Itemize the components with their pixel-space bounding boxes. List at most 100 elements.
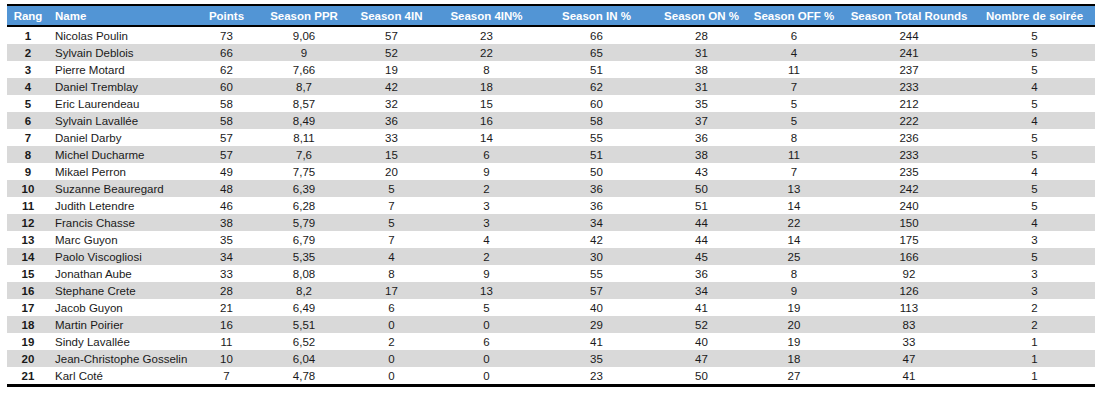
- value-cell[interactable]: 240: [844, 197, 974, 214]
- value-cell[interactable]: 30: [534, 248, 659, 265]
- value-cell[interactable]: 8,08: [264, 265, 344, 282]
- value-cell[interactable]: 41: [844, 367, 974, 386]
- value-cell[interactable]: 66: [189, 44, 264, 61]
- value-cell[interactable]: 35: [534, 350, 659, 367]
- value-cell[interactable]: 36: [344, 112, 439, 129]
- value-cell[interactable]: 4: [974, 214, 1095, 231]
- value-cell[interactable]: 3: [439, 197, 534, 214]
- value-cell[interactable]: 51: [659, 197, 744, 214]
- rank-cell[interactable]: 7: [7, 129, 49, 146]
- name-cell[interactable]: Nicolas Poulin: [49, 26, 189, 44]
- value-cell[interactable]: 9: [264, 44, 344, 61]
- value-cell[interactable]: 58: [189, 95, 264, 112]
- name-cell[interactable]: Francis Chasse: [49, 214, 189, 231]
- name-cell[interactable]: Jean-Christophe Gosselin: [49, 350, 189, 367]
- value-cell[interactable]: 235: [844, 163, 974, 180]
- value-cell[interactable]: 33: [189, 265, 264, 282]
- name-cell[interactable]: Sylvain Lavallée: [49, 112, 189, 129]
- value-cell[interactable]: 18: [744, 350, 844, 367]
- value-cell[interactable]: 55: [534, 265, 659, 282]
- name-cell[interactable]: Daniel Darby: [49, 129, 189, 146]
- value-cell[interactable]: 47: [844, 350, 974, 367]
- value-cell[interactable]: 6,04: [264, 350, 344, 367]
- value-cell[interactable]: 5: [974, 248, 1095, 265]
- value-cell[interactable]: 57: [534, 282, 659, 299]
- value-cell[interactable]: 0: [344, 350, 439, 367]
- rank-cell[interactable]: 9: [7, 163, 49, 180]
- value-cell[interactable]: 46: [189, 197, 264, 214]
- value-cell[interactable]: 242: [844, 180, 974, 197]
- column-header-name[interactable]: Name: [49, 5, 189, 26]
- column-header-season-off-pct[interactable]: Season OFF %: [744, 5, 844, 26]
- value-cell[interactable]: 4: [439, 231, 534, 248]
- value-cell[interactable]: 18: [439, 78, 534, 95]
- value-cell[interactable]: 233: [844, 146, 974, 163]
- column-header-season-total-rounds[interactable]: Season Total Rounds: [844, 5, 974, 26]
- name-cell[interactable]: Sindy Lavallée: [49, 333, 189, 350]
- value-cell[interactable]: 13: [744, 180, 844, 197]
- rank-cell[interactable]: 18: [7, 316, 49, 333]
- rank-cell[interactable]: 19: [7, 333, 49, 350]
- value-cell[interactable]: 5,51: [264, 316, 344, 333]
- value-cell[interactable]: 236: [844, 129, 974, 146]
- value-cell[interactable]: 42: [534, 231, 659, 248]
- value-cell[interactable]: 5,35: [264, 248, 344, 265]
- value-cell[interactable]: 6: [439, 146, 534, 163]
- value-cell[interactable]: 13: [439, 282, 534, 299]
- value-cell[interactable]: 237: [844, 61, 974, 78]
- rank-cell[interactable]: 5: [7, 95, 49, 112]
- value-cell[interactable]: 14: [744, 231, 844, 248]
- value-cell[interactable]: 6,39: [264, 180, 344, 197]
- value-cell[interactable]: 5,79: [264, 214, 344, 231]
- value-cell[interactable]: 58: [534, 112, 659, 129]
- name-cell[interactable]: Michel Ducharme: [49, 146, 189, 163]
- value-cell[interactable]: 244: [844, 26, 974, 44]
- name-cell[interactable]: Daniel Tremblay: [49, 78, 189, 95]
- value-cell[interactable]: 29: [534, 316, 659, 333]
- value-cell[interactable]: 36: [659, 129, 744, 146]
- value-cell[interactable]: 40: [534, 299, 659, 316]
- value-cell[interactable]: 7,6: [264, 146, 344, 163]
- value-cell[interactable]: 9: [439, 163, 534, 180]
- value-cell[interactable]: 3: [974, 231, 1095, 248]
- value-cell[interactable]: 212: [844, 95, 974, 112]
- value-cell[interactable]: 4: [974, 112, 1095, 129]
- value-cell[interactable]: 5: [974, 180, 1095, 197]
- value-cell[interactable]: 5: [744, 112, 844, 129]
- value-cell[interactable]: 4: [974, 163, 1095, 180]
- value-cell[interactable]: 42: [344, 78, 439, 95]
- value-cell[interactable]: 19: [744, 333, 844, 350]
- value-cell[interactable]: 52: [344, 44, 439, 61]
- value-cell[interactable]: 35: [659, 95, 744, 112]
- value-cell[interactable]: 22: [439, 44, 534, 61]
- value-cell[interactable]: 41: [534, 333, 659, 350]
- value-cell[interactable]: 6,79: [264, 231, 344, 248]
- value-cell[interactable]: 36: [659, 265, 744, 282]
- value-cell[interactable]: 57: [344, 26, 439, 44]
- value-cell[interactable]: 6: [744, 26, 844, 44]
- value-cell[interactable]: 175: [844, 231, 974, 248]
- value-cell[interactable]: 38: [189, 214, 264, 231]
- value-cell[interactable]: 31: [659, 78, 744, 95]
- column-header-points[interactable]: Points: [189, 5, 264, 26]
- rank-cell[interactable]: 21: [7, 367, 49, 386]
- value-cell[interactable]: 11: [744, 146, 844, 163]
- value-cell[interactable]: 241: [844, 44, 974, 61]
- name-cell[interactable]: Marc Guyon: [49, 231, 189, 248]
- value-cell[interactable]: 40: [659, 333, 744, 350]
- rank-cell[interactable]: 17: [7, 299, 49, 316]
- value-cell[interactable]: 50: [659, 180, 744, 197]
- rank-cell[interactable]: 11: [7, 197, 49, 214]
- column-header-season-4in[interactable]: Season 4IN: [344, 5, 439, 26]
- value-cell[interactable]: 38: [659, 146, 744, 163]
- value-cell[interactable]: 43: [659, 163, 744, 180]
- name-cell[interactable]: Jonathan Aube: [49, 265, 189, 282]
- value-cell[interactable]: 1: [974, 333, 1095, 350]
- name-cell[interactable]: Karl Coté: [49, 367, 189, 386]
- value-cell[interactable]: 20: [744, 316, 844, 333]
- value-cell[interactable]: 5: [344, 214, 439, 231]
- rank-cell[interactable]: 13: [7, 231, 49, 248]
- value-cell[interactable]: 8,7: [264, 78, 344, 95]
- value-cell[interactable]: 11: [744, 61, 844, 78]
- value-cell[interactable]: 1: [974, 350, 1095, 367]
